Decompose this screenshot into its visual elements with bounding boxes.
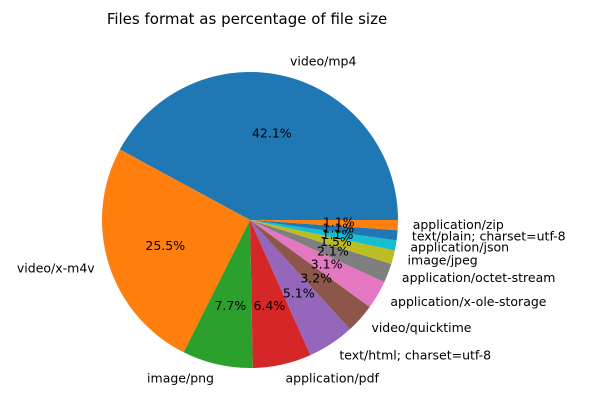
slice-percent-label: 1.1% bbox=[322, 221, 354, 236]
slice-percent-label: 25.5% bbox=[145, 238, 185, 253]
slice-label: application/zip bbox=[413, 217, 504, 232]
pie-slice-application-octet-stream bbox=[250, 220, 392, 283]
pie-slice-application-pdf bbox=[250, 220, 311, 368]
pie-slice-application-x-ole-storage bbox=[250, 220, 385, 307]
slice-label: application/octet-stream bbox=[402, 270, 556, 285]
slice-percent-label: 2.1% bbox=[317, 243, 349, 258]
slice-percent-label: 5.1% bbox=[283, 286, 315, 301]
slice-percent-label: 42.1% bbox=[252, 125, 292, 140]
slice-label: video/x-m4v bbox=[17, 260, 95, 275]
slice-percent-label: 1.5% bbox=[320, 234, 352, 249]
slice-percent-label: 6.4% bbox=[253, 298, 285, 313]
pie-slices bbox=[101, 72, 399, 368]
pie-slice-video-quicktime bbox=[250, 220, 370, 330]
pie-percent-labels: 42.1%25.5%7.7% 6.4%5.1%3.2%3.1%2.1%1.5%1.… bbox=[145, 125, 354, 313]
pie-slice-video-x-m4v bbox=[101, 149, 250, 353]
pie-slice-text-html-charset-utf-8 bbox=[250, 220, 350, 356]
slice-percent-label: 3.2% bbox=[300, 271, 332, 286]
slice-label: application/x-ole-storage bbox=[390, 294, 546, 309]
slice-label: text/html; charset=utf-8 bbox=[339, 348, 491, 363]
slice-percent-label: 3.1% bbox=[311, 256, 343, 271]
chart-title: Files format as percentage of file size bbox=[107, 10, 387, 28]
slice-label: image/jpeg bbox=[408, 252, 478, 267]
pie-slice-application-json bbox=[250, 220, 397, 251]
slice-label: image/png bbox=[147, 370, 214, 385]
slice-label: video/quicktime bbox=[371, 320, 471, 335]
slice-label: text/plain; charset=utf-8 bbox=[412, 228, 566, 243]
slice-label: video/mp4 bbox=[290, 54, 356, 69]
slice-label: application/pdf bbox=[286, 370, 380, 385]
slice-percent-label: 1.1% bbox=[323, 215, 355, 230]
pie-slice-video-mp4 bbox=[119, 72, 399, 220]
slice-percent-label: 1.1% bbox=[322, 227, 354, 242]
slice-percent-label: 7.7% bbox=[214, 298, 246, 313]
pie-slice-image-jpeg bbox=[250, 220, 395, 264]
pie-slice-application-zip bbox=[250, 220, 398, 231]
pie-slice-text-plain-charset-utf-8 bbox=[250, 220, 398, 241]
slice-label: application/json bbox=[410, 239, 509, 254]
pie-slice-image-png bbox=[183, 220, 253, 368]
pie-labels: video/mp4 video/x-m4v image/png application… bbox=[17, 54, 566, 386]
